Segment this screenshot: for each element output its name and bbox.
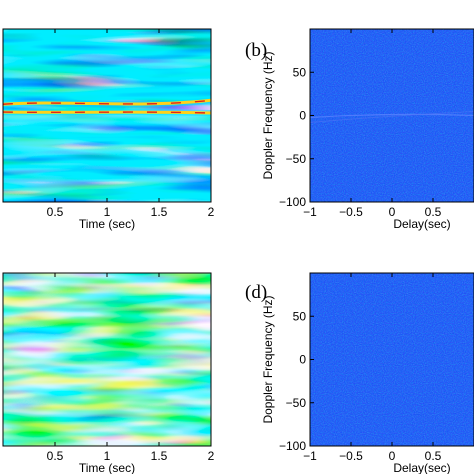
x-tick-label: 1 (104, 205, 111, 219)
x-axis-title: Time (sec) (79, 217, 135, 231)
y-tick-label: 0 (299, 109, 306, 123)
heatmap-image (310, 273, 474, 446)
y-tick-label: −100 (279, 439, 306, 453)
x-tick-label: −1 (303, 449, 317, 463)
x-axis-title: Delay(sec) (393, 461, 450, 474)
y-axis-title: Doppler Frequency (Hz) (261, 51, 275, 179)
y-tick-label: −100 (279, 195, 306, 209)
x-tick-label: 2 (208, 449, 215, 463)
panel-a: 0.5 1 1.5 2 Time (sec) (2, 28, 215, 231)
y-tick-label: 0 (299, 353, 306, 367)
x-tick-label: 1.5 (151, 449, 168, 463)
y-axis-title: Doppler Frequency (Hz) (261, 295, 275, 423)
panel-label: (b) (245, 40, 267, 61)
x-tick-label: 0 (389, 205, 396, 219)
x-tick-label: 0.5 (425, 449, 442, 463)
x-tick-label: −1 (303, 205, 317, 219)
y-tick-label: −50 (286, 396, 307, 410)
heatmap-image (3, 273, 211, 446)
heatmap-image (3, 29, 211, 202)
x-tick-label: 0 (389, 449, 396, 463)
heatmap-image (310, 29, 474, 202)
x-tick-label: −0.5 (339, 205, 363, 219)
x-tick-label: 0.5 (425, 205, 442, 219)
y-tick-label: 50 (293, 309, 307, 323)
signal-line-peaks (3, 111, 211, 114)
x-tick-label: 1.5 (151, 205, 168, 219)
x-axis-title: Time (sec) (79, 461, 135, 474)
x-tick-label: 2 (208, 205, 215, 219)
x-tick-label: −0.5 (339, 449, 363, 463)
x-tick-label: 0.5 (47, 449, 64, 463)
ridge-line (310, 111, 474, 123)
x-tick-label: 0.5 (47, 205, 64, 219)
x-tick-label: 1 (104, 449, 111, 463)
heatmap-features (3, 97, 211, 117)
signal-line-peaks (3, 99, 211, 105)
panel-c: 0.5 1 1.5 2 Time (sec) (2, 272, 215, 474)
heatmap-features (310, 111, 474, 123)
y-tick-label: 50 (293, 65, 307, 79)
ridge-line (310, 113, 474, 119)
x-axis-title: Delay(sec) (393, 217, 450, 231)
y-tick-label: −50 (286, 152, 307, 166)
panel-label: (d) (245, 282, 267, 303)
